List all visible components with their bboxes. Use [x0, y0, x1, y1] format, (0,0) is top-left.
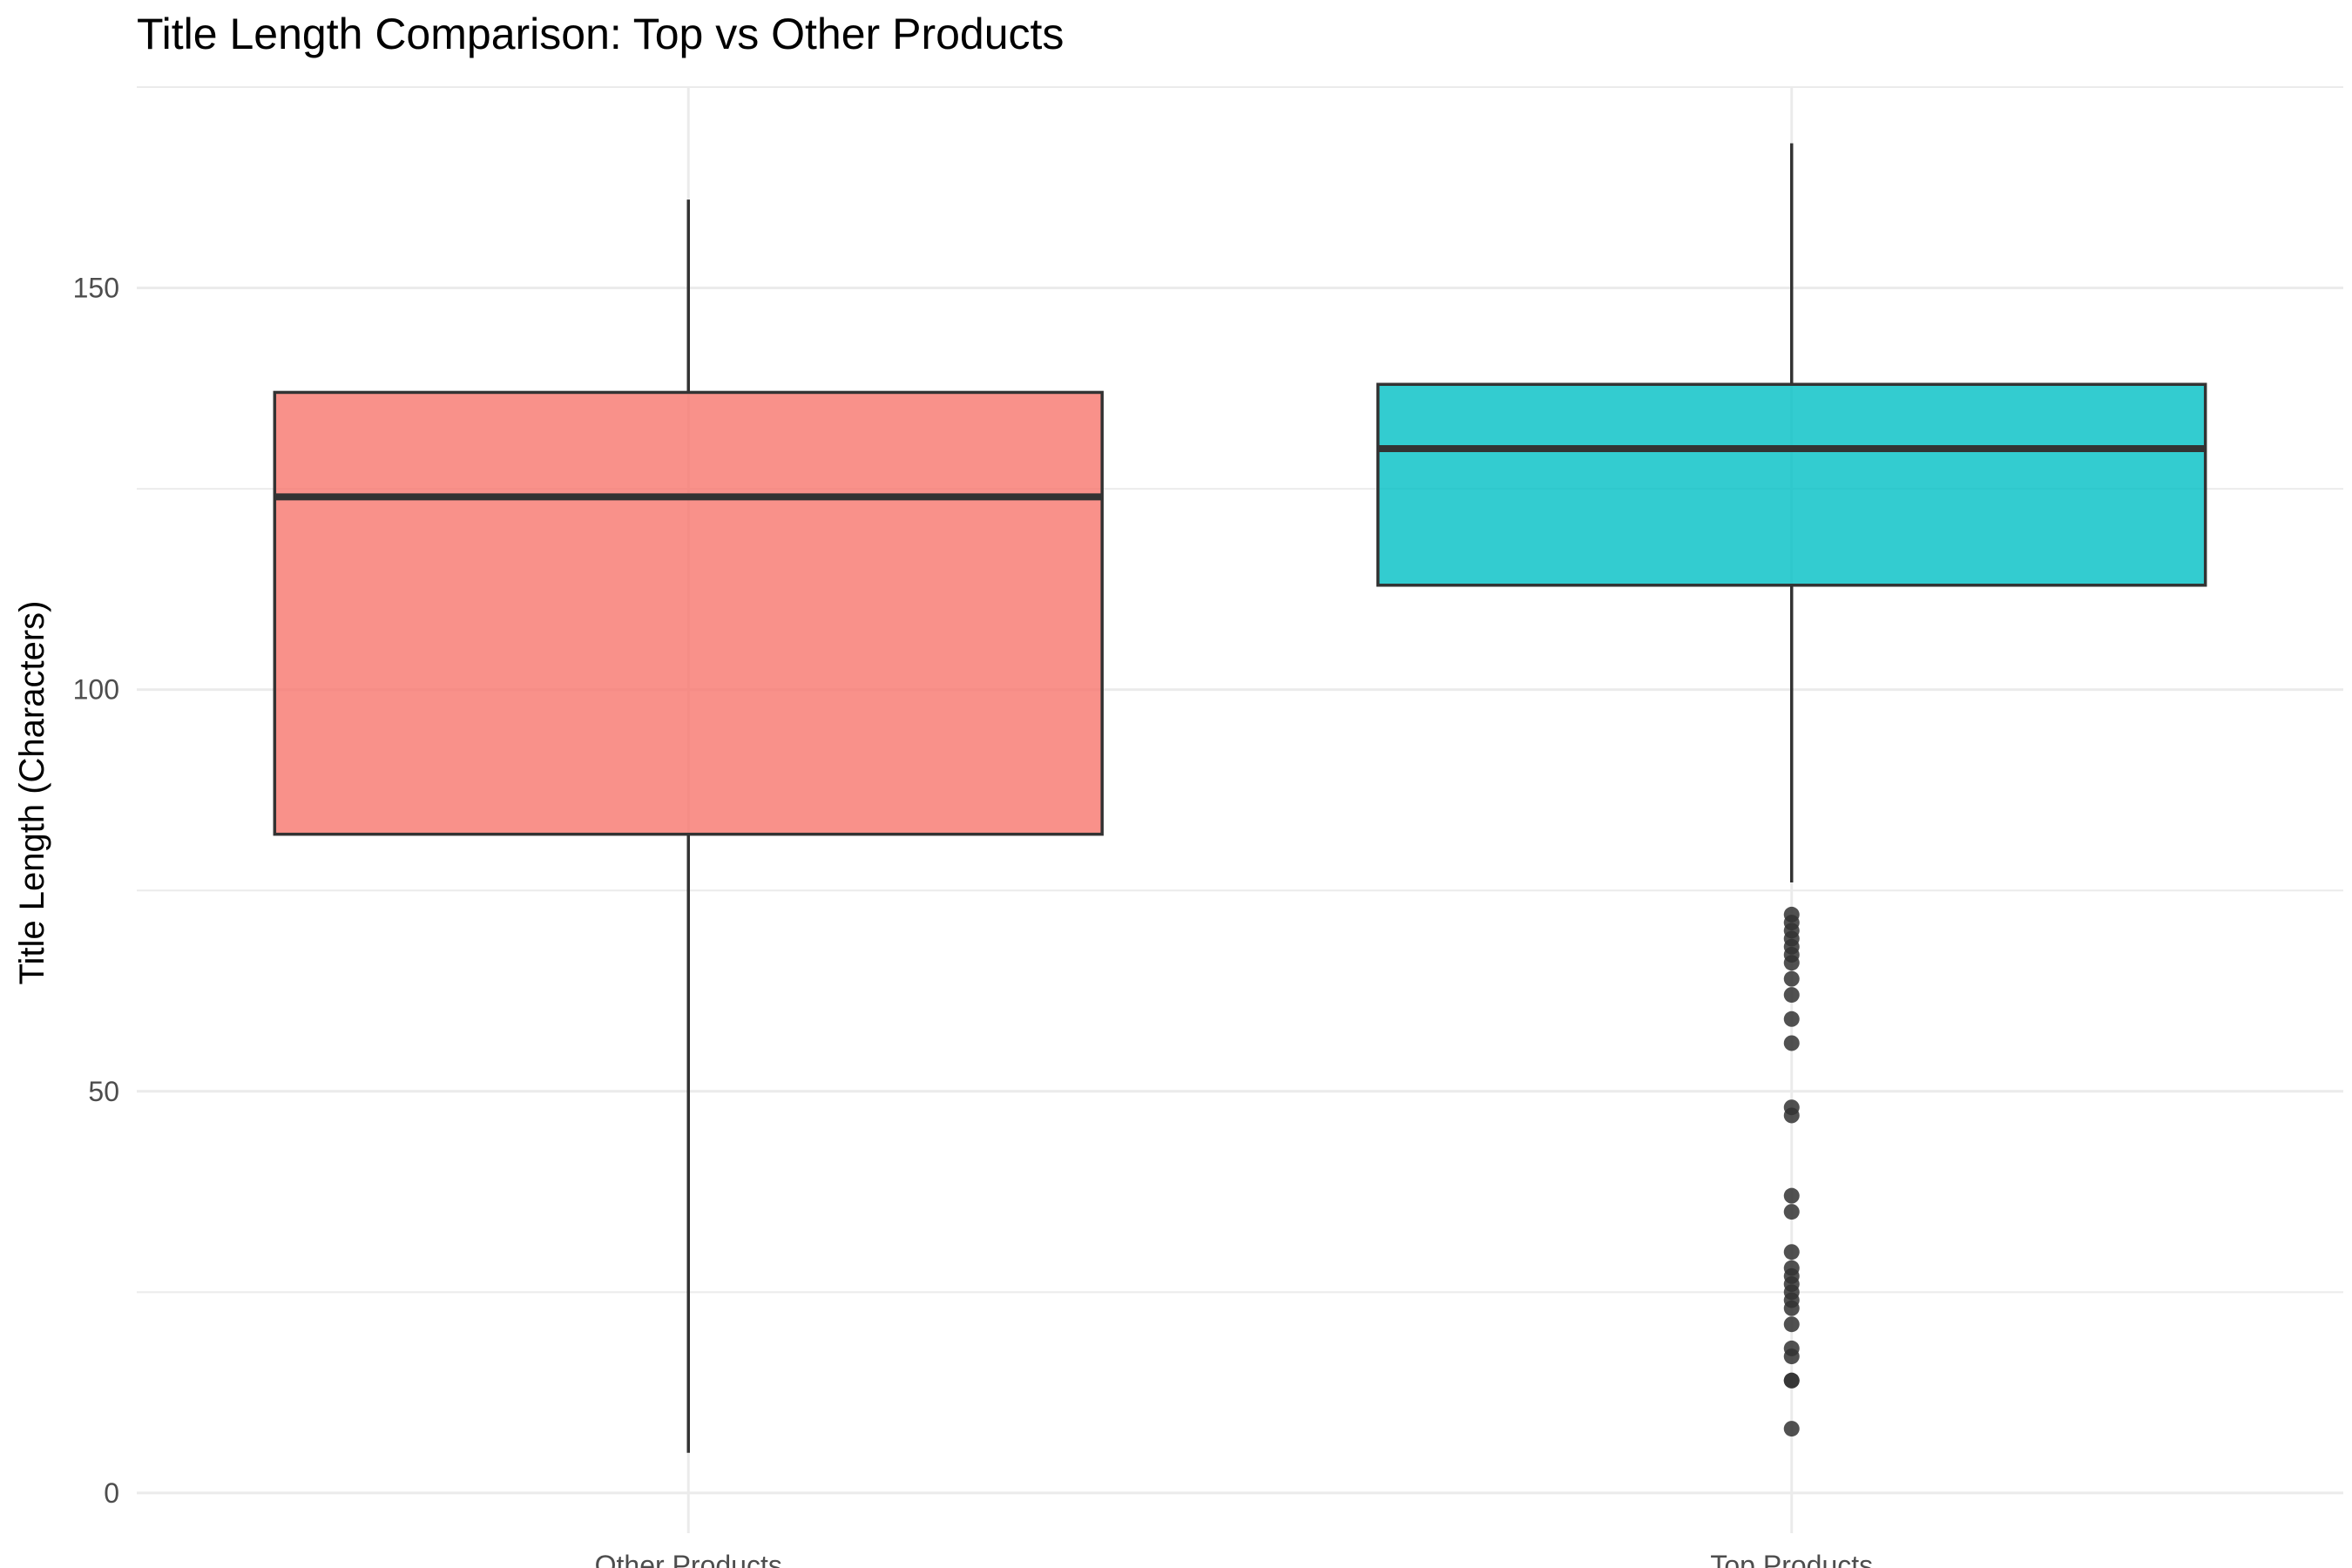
outlier-point	[1783, 987, 1800, 1004]
outlier-point	[1783, 970, 1800, 987]
outlier-point	[1783, 1300, 1800, 1316]
whisker-layer	[686, 143, 1794, 1453]
outlier-point	[1783, 1204, 1800, 1220]
chart-title: Title Length Comparison: Top vs Other Pr…	[137, 10, 1064, 58]
tick-layer: 0 50 100 150 Other Products Top Products	[73, 273, 1874, 1568]
y-tick-label: 50	[88, 1076, 119, 1107]
outlier-point	[1783, 1010, 1800, 1027]
box-iqr	[1376, 382, 2207, 587]
x-tick-label: Top Products	[1710, 1550, 1873, 1568]
outlier-point	[1783, 1372, 1800, 1389]
box-layer	[273, 382, 2207, 836]
x-tick-label: Other Products	[595, 1550, 782, 1568]
y-tick-label: 0	[104, 1477, 119, 1509]
y-axis-title: Title Length (Characters)	[13, 601, 51, 985]
outlier-point	[1783, 1316, 1800, 1333]
outlier-point	[1783, 1107, 1800, 1124]
outlier-layer	[1783, 906, 1800, 1437]
outlier-point	[1783, 1244, 1800, 1260]
outlier-point	[1783, 955, 1800, 971]
outlier-point	[1783, 1035, 1800, 1051]
outlier-point	[1783, 1421, 1800, 1437]
outlier-point	[1783, 1187, 1800, 1204]
outlier-point	[1783, 1348, 1800, 1365]
y-tick-label: 100	[73, 674, 119, 706]
box-iqr	[273, 390, 1104, 836]
y-tick-label: 150	[73, 273, 119, 304]
